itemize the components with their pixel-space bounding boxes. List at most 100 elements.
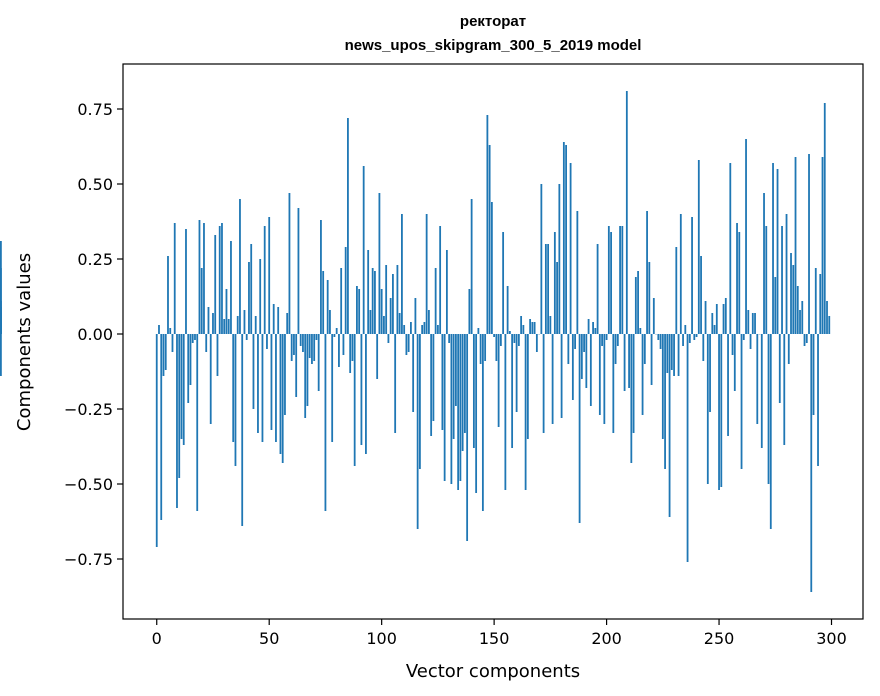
bar-94 [367,250,370,334]
bar-127 [441,334,444,430]
bar-256 [731,334,734,355]
bar-67 [306,334,309,406]
bar-54 [277,307,280,334]
bar-273 [769,334,772,529]
bar-135 [459,334,462,481]
bar-142 [475,334,478,493]
bar-156 [506,286,509,334]
bar-215 [639,328,642,334]
bar-246 [709,334,711,412]
bar-269 [760,334,763,448]
bar-252 [722,304,725,334]
bar-192 [587,319,590,334]
bar-148 [488,145,491,334]
bar-108 [398,313,401,334]
bar-114 [412,334,415,412]
bar-60 [290,334,293,361]
bar-298 [826,301,828,334]
bar-101 [383,316,385,334]
bar-104 [389,298,392,334]
bar-112 [407,334,410,352]
bar-118 [421,325,424,334]
bar-177 [553,232,556,334]
bar-275 [774,277,777,334]
bar-160 [515,334,518,412]
bar-75 [324,334,327,511]
bar-296 [821,157,824,334]
bar-276 [776,169,779,334]
bar-4 [164,334,167,370]
bar-68 [308,334,311,358]
bar-174 [547,244,550,334]
bar-249 [715,304,718,334]
bar-8 [173,223,176,334]
bars-group [0,91,831,592]
bar-243 [702,334,705,361]
bar-149 [490,202,493,334]
bar-218 [646,211,648,334]
bar-34 [232,334,235,442]
bar-220 [650,334,653,385]
plot-area-frame [122,63,864,620]
bar-103 [387,334,390,343]
bar-207 [621,226,624,334]
bar-232 [677,334,680,376]
bar-9 [176,334,178,508]
bar-58 [286,313,289,334]
bar-198 [601,334,603,346]
bar-42 [250,244,253,334]
x-axis-label: Vector components [406,661,580,682]
bar-183 [567,334,570,364]
bar-227 [666,334,669,373]
bar-208 [623,334,626,391]
bar-223 [657,334,660,340]
bar-234 [682,334,684,346]
bar-131 [450,334,453,484]
y-tick-label: −0.75 [64,550,113,569]
bar-26 [214,235,217,334]
bar-38 [241,334,244,526]
bar-253 [724,298,727,334]
bar-164 [524,334,527,490]
bar-154 [502,232,505,334]
bar-291 [810,334,813,592]
bar-197 [598,334,601,415]
bar-179 [558,184,561,334]
bar-228 [668,334,671,517]
x-tick-label: 100 [366,629,397,648]
bar-186 [574,334,576,349]
bar-87 [351,334,354,361]
bar-264 [749,334,752,349]
bar-51 [270,334,273,430]
bar-161 [517,334,520,346]
bar-248 [713,325,716,334]
bar-219 [648,262,651,334]
bar-267 [756,334,759,424]
bar-289 [805,334,808,343]
bar-157 [508,331,511,334]
bar-206 [619,226,621,334]
bar-129 [445,250,448,334]
bar-14 [187,334,190,403]
bar-153 [499,334,502,346]
bar-36 [236,316,239,334]
x-tick-label: 0 [152,629,162,648]
bar-167 [531,322,534,334]
bar-145 [481,334,484,511]
bar-81 [338,334,340,367]
bar-203 [612,334,615,433]
y-tick-label: 0.00 [77,325,113,344]
bar-77 [329,310,331,334]
bar-150 [493,334,496,337]
y-tick-label: −0.50 [64,475,113,494]
bar-27 [216,334,219,376]
bar-73 [320,220,322,334]
bar-265 [751,313,754,334]
bar-290 [808,154,810,334]
bar-69 [311,334,313,364]
bar-78 [331,334,334,442]
bar-225 [661,334,664,439]
bar-182 [565,145,567,334]
bar-133 [454,334,457,406]
bar-162 [520,316,523,334]
